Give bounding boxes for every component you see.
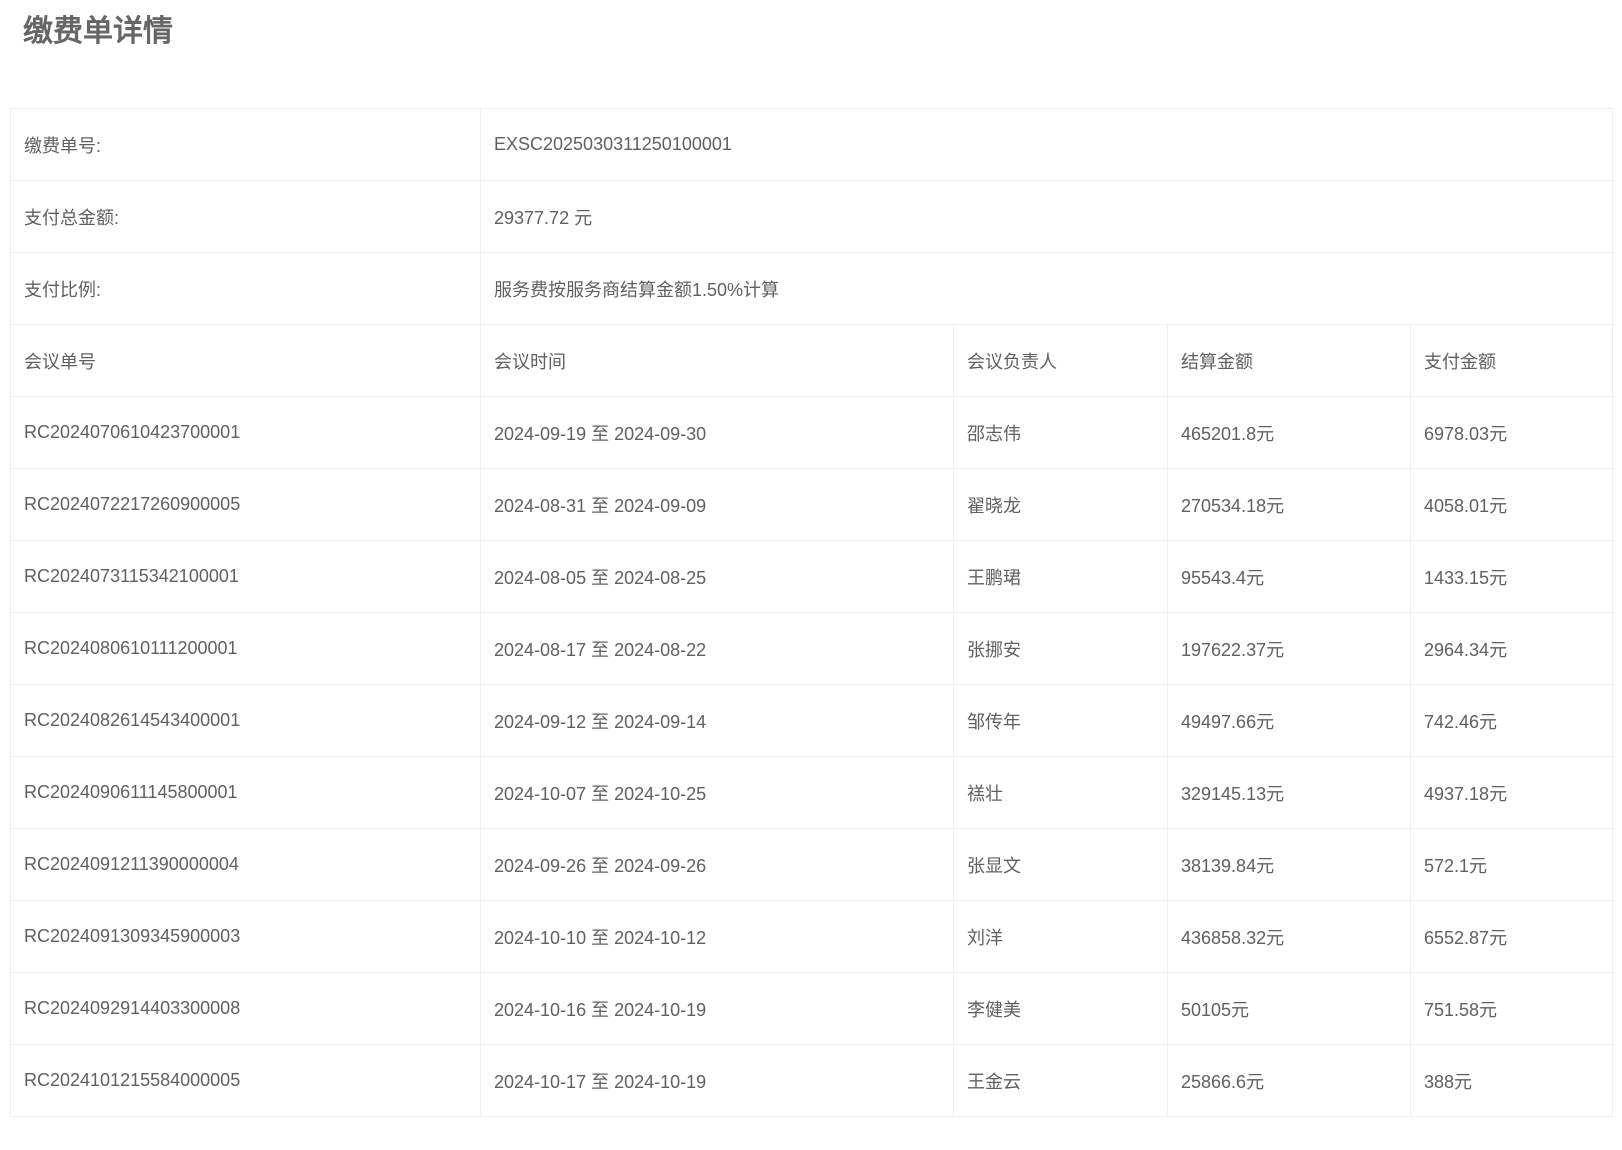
meeting-time-cell: 2024-10-16 至 2024-10-19 bbox=[481, 973, 954, 1045]
settlement-amount-cell: 49497.66元 bbox=[1168, 685, 1411, 757]
table-row: RC2024070610423700001 2024-09-19 至 2024-0… bbox=[11, 397, 1614, 469]
payment-amount-cell: 4058.01元 bbox=[1411, 469, 1614, 541]
payment-amount-cell: 2964.34元 bbox=[1411, 613, 1614, 685]
settlement-amount-cell: 95543.4元 bbox=[1168, 541, 1411, 613]
meeting-id-cell: RC2024082614543400001 bbox=[11, 685, 481, 757]
owner-cell: 王鹏珺 bbox=[954, 541, 1168, 613]
page-title: 缴费单详情 bbox=[23, 15, 173, 48]
meeting-time-cell: 2024-08-17 至 2024-08-22 bbox=[481, 613, 954, 685]
settlement-amount-cell: 436858.32元 bbox=[1168, 901, 1411, 973]
meeting-id-cell: RC2024090611145800001 bbox=[11, 757, 481, 829]
owner-cell: 李健美 bbox=[954, 973, 1168, 1045]
owner-cell: 张显文 bbox=[954, 829, 1168, 901]
settlement-amount-cell: 465201.8元 bbox=[1168, 397, 1411, 469]
info-row-total-amount: 支付总金额: 29377.72 元 bbox=[11, 181, 1614, 253]
bill-number-label: 缴费单号: bbox=[11, 109, 481, 181]
settlement-amount-cell: 270534.18元 bbox=[1168, 469, 1411, 541]
meeting-id-cell: RC2024092914403300008 bbox=[11, 973, 481, 1045]
payment-ratio-label: 支付比例: bbox=[11, 253, 481, 325]
column-header-payment: 支付金额 bbox=[1411, 325, 1614, 397]
settlement-amount-cell: 38139.84元 bbox=[1168, 829, 1411, 901]
payment-amount-cell: 4937.18元 bbox=[1411, 757, 1614, 829]
table-row: RC2024091211390000004 2024-09-26 至 2024-0… bbox=[11, 829, 1614, 901]
meeting-id-cell: RC2024091211390000004 bbox=[11, 829, 481, 901]
meeting-time-cell: 2024-08-31 至 2024-09-09 bbox=[481, 469, 954, 541]
owner-cell: 禚壮 bbox=[954, 757, 1168, 829]
meeting-id-cell: RC2024072217260900005 bbox=[11, 469, 481, 541]
table-row: RC2024101215584000005 2024-10-17 至 2024-1… bbox=[11, 1045, 1614, 1117]
table-row: RC2024073115342100001 2024-08-05 至 2024-0… bbox=[11, 541, 1614, 613]
owner-cell: 张挪安 bbox=[954, 613, 1168, 685]
owner-cell: 邵志伟 bbox=[954, 397, 1168, 469]
payment-amount-cell: 6978.03元 bbox=[1411, 397, 1614, 469]
meeting-id-cell: RC2024101215584000005 bbox=[11, 1045, 481, 1117]
payment-amount-cell: 6552.87元 bbox=[1411, 901, 1614, 973]
table-row: RC2024082614543400001 2024-09-12 至 2024-0… bbox=[11, 685, 1614, 757]
table-row: RC2024072217260900005 2024-08-31 至 2024-0… bbox=[11, 469, 1614, 541]
column-header-settlement: 结算金额 bbox=[1168, 325, 1411, 397]
payment-bill-table: 缴费单号: EXSC2025030311250100001 支付总金额: 293… bbox=[10, 108, 1614, 1117]
payment-amount-cell: 572.1元 bbox=[1411, 829, 1614, 901]
settlement-amount-cell: 329145.13元 bbox=[1168, 757, 1411, 829]
bill-number-value: EXSC2025030311250100001 bbox=[481, 109, 1614, 181]
total-amount-value: 29377.72 元 bbox=[481, 181, 1614, 253]
total-amount-label: 支付总金额: bbox=[11, 181, 481, 253]
owner-cell: 刘洋 bbox=[954, 901, 1168, 973]
table-row: RC2024090611145800001 2024-10-07 至 2024-1… bbox=[11, 757, 1614, 829]
settlement-amount-cell: 50105元 bbox=[1168, 973, 1411, 1045]
payment-bill-detail-page: 缴费单详情 缴费单号: EXSC2025030311250100001 支付总金… bbox=[0, 14, 1622, 1150]
meeting-id-cell: RC2024073115342100001 bbox=[11, 541, 481, 613]
meeting-time-cell: 2024-10-07 至 2024-10-25 bbox=[481, 757, 954, 829]
payment-ratio-value: 服务费按服务商结算金额1.50%计算 bbox=[481, 253, 1614, 325]
info-row-payment-ratio: 支付比例: 服务费按服务商结算金额1.50%计算 bbox=[11, 253, 1614, 325]
payment-amount-cell: 1433.15元 bbox=[1411, 541, 1614, 613]
meeting-time-cell: 2024-10-17 至 2024-10-19 bbox=[481, 1045, 954, 1117]
column-header-meeting-time: 会议时间 bbox=[481, 325, 954, 397]
payment-amount-cell: 388元 bbox=[1411, 1045, 1614, 1117]
owner-cell: 翟晓龙 bbox=[954, 469, 1168, 541]
settlement-amount-cell: 197622.37元 bbox=[1168, 613, 1411, 685]
column-header-meeting-id: 会议单号 bbox=[11, 325, 481, 397]
table-row: RC2024091309345900003 2024-10-10 至 2024-1… bbox=[11, 901, 1614, 973]
meeting-id-cell: RC2024091309345900003 bbox=[11, 901, 481, 973]
info-section: 缴费单号: EXSC2025030311250100001 支付总金额: 293… bbox=[11, 109, 1614, 325]
meeting-time-cell: 2024-09-19 至 2024-09-30 bbox=[481, 397, 954, 469]
info-row-bill-number: 缴费单号: EXSC2025030311250100001 bbox=[11, 109, 1614, 181]
table-header-row: 会议单号 会议时间 会议负责人 结算金额 支付金额 bbox=[11, 325, 1614, 397]
meetings-section: 会议单号 会议时间 会议负责人 结算金额 支付金额 RC202407061042… bbox=[11, 325, 1614, 1117]
settlement-amount-cell: 25866.6元 bbox=[1168, 1045, 1411, 1117]
table-row: RC2024092914403300008 2024-10-16 至 2024-1… bbox=[11, 973, 1614, 1045]
meeting-time-cell: 2024-08-05 至 2024-08-25 bbox=[481, 541, 954, 613]
owner-cell: 王金云 bbox=[954, 1045, 1168, 1117]
meeting-id-cell: RC2024080610111200001 bbox=[11, 613, 481, 685]
meeting-time-cell: 2024-09-12 至 2024-09-14 bbox=[481, 685, 954, 757]
payment-amount-cell: 742.46元 bbox=[1411, 685, 1614, 757]
payment-amount-cell: 751.58元 bbox=[1411, 973, 1614, 1045]
meeting-time-cell: 2024-10-10 至 2024-10-12 bbox=[481, 901, 954, 973]
table-row: RC2024080610111200001 2024-08-17 至 2024-0… bbox=[11, 613, 1614, 685]
meeting-time-cell: 2024-09-26 至 2024-09-26 bbox=[481, 829, 954, 901]
column-header-owner: 会议负责人 bbox=[954, 325, 1168, 397]
meeting-id-cell: RC2024070610423700001 bbox=[11, 397, 481, 469]
owner-cell: 邹传年 bbox=[954, 685, 1168, 757]
